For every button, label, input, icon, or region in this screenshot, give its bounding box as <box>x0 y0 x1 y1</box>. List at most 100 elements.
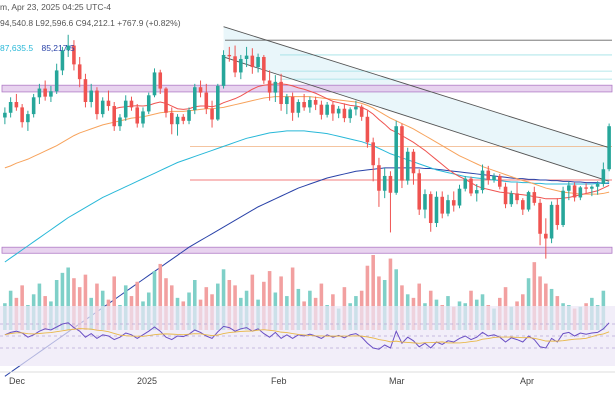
candle-body <box>319 104 324 115</box>
candle-body <box>423 194 427 210</box>
candle-body <box>14 102 19 108</box>
candle-body <box>256 56 260 68</box>
volume-bar <box>164 278 168 330</box>
candle-body <box>607 126 611 170</box>
x-axis-label-mar: Mar <box>389 376 405 386</box>
ohlc-line: 94,540.8 L92,596.6 C94,212.1 +767.9 (+0.… <box>0 18 181 28</box>
candle-body <box>164 88 168 113</box>
candle-body <box>267 80 272 93</box>
candle-body <box>169 112 174 125</box>
candle-body <box>325 104 329 115</box>
candle-body <box>446 200 450 214</box>
volume-bar <box>526 278 531 330</box>
volume-bar <box>54 280 59 330</box>
candle-body <box>469 178 473 194</box>
ma-long-value: 85,217.5 <box>41 43 75 53</box>
volume-bar <box>221 269 226 330</box>
candle-body <box>83 79 88 103</box>
candle-body <box>342 108 347 119</box>
candle-body <box>561 190 565 226</box>
candle-body <box>544 233 548 239</box>
candle-body <box>273 81 278 93</box>
candle-body <box>100 100 105 115</box>
candle-body <box>146 95 151 112</box>
candle-body <box>578 187 583 198</box>
candle-body <box>382 175 387 191</box>
candle-body <box>434 196 439 224</box>
x-axis-label-feb: Feb <box>271 376 287 386</box>
volume-bar <box>192 280 197 330</box>
candle-body <box>313 99 318 105</box>
candle-body <box>463 178 468 189</box>
candle-body <box>89 90 93 103</box>
candle-body <box>135 107 140 124</box>
candle-body <box>521 200 525 210</box>
candle-body <box>227 54 232 57</box>
candle-body <box>123 100 128 118</box>
support-band-1 <box>1 246 613 254</box>
volume-bar <box>135 281 140 330</box>
volume-bar <box>66 267 70 330</box>
volume-bar <box>377 276 381 330</box>
ma-long-line <box>4 167 610 377</box>
candle-body <box>405 151 410 181</box>
support-band-0 <box>1 84 613 93</box>
candle-body <box>590 186 594 189</box>
candle-body <box>216 85 220 120</box>
volume-bar <box>279 276 283 330</box>
x-axis-label-2025: 2025 <box>137 376 158 386</box>
candle-body <box>417 173 422 210</box>
candle-body <box>515 193 519 201</box>
volume-bar <box>532 262 537 330</box>
candle-body <box>239 58 243 73</box>
candle-body <box>474 190 479 194</box>
candle-body <box>60 50 65 71</box>
candle-body <box>584 187 588 189</box>
volume-bar <box>72 278 76 330</box>
candle-body <box>72 45 76 65</box>
symbol-date-text: m, Apr 23, 2025 04:25 UTC-4 <box>0 2 112 12</box>
candle-body <box>37 88 42 98</box>
candle-body <box>233 56 237 73</box>
candle-body <box>20 107 24 123</box>
candle-body <box>526 192 531 210</box>
candle-body <box>601 169 606 185</box>
channel-lower-line <box>223 56 610 182</box>
candle-body <box>440 196 445 214</box>
candle-body <box>152 72 157 96</box>
ma-slow-value: 87,635.5 <box>0 43 34 53</box>
ohlc-text: 94,540.8 L92,596.6 C94,212.1 +767.9 (+0.… <box>0 18 181 28</box>
candle-body <box>279 81 283 105</box>
candle-body <box>428 194 433 224</box>
volume-bar <box>365 265 370 330</box>
x-axis-label-apr: Apr <box>520 376 535 386</box>
candle-body <box>262 56 266 81</box>
candle-body <box>503 186 508 205</box>
volume-bar <box>60 272 65 330</box>
volume-bar <box>388 258 393 330</box>
volume-bar <box>83 274 88 330</box>
candle-body <box>95 90 99 115</box>
candle-body <box>555 204 560 226</box>
ma-slow-line <box>4 130 610 263</box>
volume-bar <box>394 269 398 330</box>
candle-body <box>411 151 416 174</box>
candle-body <box>221 54 226 86</box>
x-axis-label-dec: Dec <box>9 376 26 386</box>
candle-body <box>308 99 312 108</box>
candle-body <box>198 87 203 93</box>
candle-body <box>532 192 537 203</box>
candle-body <box>181 116 186 121</box>
candle-body <box>538 202 542 234</box>
volume-bar <box>152 271 157 330</box>
candle-body <box>210 108 214 120</box>
candle-body <box>77 64 82 80</box>
candle-body <box>359 106 364 117</box>
candle-body <box>509 193 514 205</box>
candle-body <box>54 70 59 92</box>
candle-body <box>572 185 577 198</box>
candle-body <box>388 175 393 193</box>
ma-legend: 87,635.5 85,217.5 <box>0 43 75 53</box>
